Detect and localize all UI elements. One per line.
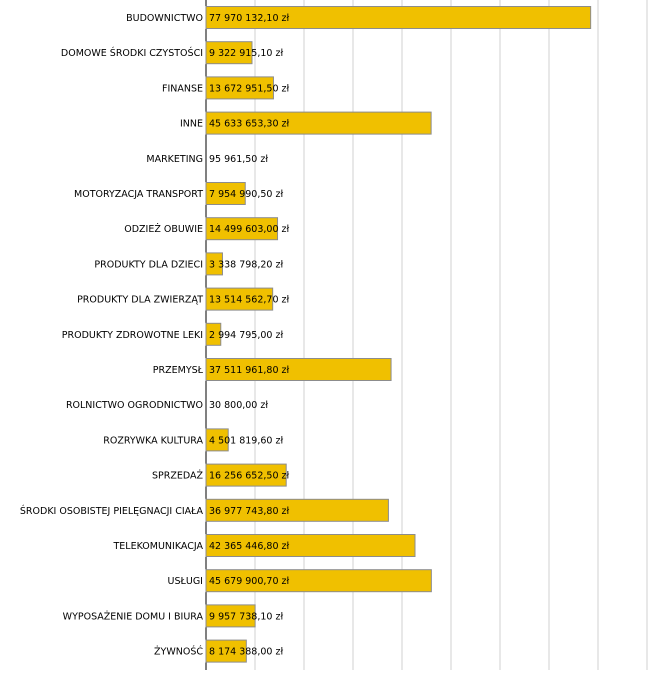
value-label-motoryzacja-transport: 7 954 990,50 zł [209, 189, 283, 200]
bar-inne [205, 111, 432, 135]
category-label-wyposazenie-domu-i-biura: WYPOSAŻENIE DOMU I BIURA [63, 611, 204, 622]
bar-odziez-obuwie [205, 217, 279, 241]
value-label-finanse: 13 672 951,50 zł [209, 83, 290, 94]
bar-uslugi [205, 569, 432, 593]
category-label-odziez-obuwie: ODZIEŻ OBUWIE [124, 224, 203, 235]
value-label-budownictwo: 77 970 132,10 zł [209, 13, 290, 24]
value-label-marketing: 95 961,50 zł [209, 154, 268, 165]
category-label-produkty-zdrowotne-leki: PRODUKTY ZDROWOTNE LEKI [62, 330, 203, 341]
bar-zywnosc [205, 639, 247, 663]
bar-produkty-dla-zwierzat [205, 287, 274, 311]
category-label-telekomunikacja: TELEKOMUNIKACJA [112, 541, 203, 552]
bar-przemysl [205, 358, 392, 381]
value-label-inne: 45 633 653,30 zł [209, 119, 290, 130]
bar-produkty-dla-dzieci [205, 252, 223, 276]
value-label-srodki-osobistej-pielegnacji-ciala: 36 977 743,80 zł [209, 506, 290, 517]
category-labels: BUDOWNICTWO DOMOWE ŚRODKI CZYSTOŚCI FINANS… [20, 13, 204, 658]
bar-sprzedaz [205, 463, 287, 487]
category-label-zywnosc: ŻYWNOŚĆ [154, 646, 203, 658]
category-label-przemysl: PRZEMYSŁ [153, 365, 204, 376]
bar-motoryzacja-transport [205, 182, 246, 205]
bar-domowe-srodki-czystosci [205, 41, 253, 65]
category-label-rolnictwo-ogrodnictwo: ROLNICTWO OGRODNICTWO [66, 400, 203, 411]
bar-srodki-osobistej-pielegnacji-ciala [205, 498, 389, 522]
bars [205, 6, 592, 663]
value-label-przemysl: 37 511 961,80 zł [209, 365, 290, 376]
category-label-finanse: FINANSE [162, 83, 203, 94]
category-label-sprzedaz: SPRZEDAŻ [152, 471, 204, 482]
category-label-uslugi: USŁUGI [168, 576, 203, 587]
value-label-odziez-obuwie: 14 499 603,00 zł [209, 224, 290, 235]
value-label-produkty-dla-dzieci: 3 338 798,20 zł [209, 259, 283, 270]
value-label-rozrywka-kultura: 4 501 819,60 zł [209, 435, 283, 446]
bar-telekomunikacja [205, 534, 416, 557]
category-label-budownictwo: BUDOWNICTWO [126, 13, 203, 24]
category-label-produkty-dla-zwierzat: PRODUKTY DLA ZWIERZĄT [77, 295, 203, 306]
bar-budownictwo [205, 6, 592, 29]
category-label-produkty-dla-dzieci: PRODUKTY DLA DZIECI [94, 259, 203, 270]
value-label-zywnosc: 8 174 388,00 zł [209, 647, 283, 658]
category-label-srodki-osobistej-pielegnacji-ciala: ŚRODKI OSOBISTEJ PIELĘGNACJI CIAŁA [20, 505, 204, 517]
value-label-produkty-zdrowotne-leki: 2 994 795,00 zł [209, 330, 283, 341]
category-label-marketing: MARKETING [146, 154, 203, 165]
bar-rozrywka-kultura [205, 428, 229, 452]
value-label-rolnictwo-ogrodnictwo: 30 800,00 zł [209, 400, 268, 411]
category-label-rozrywka-kultura: ROZRYWKA KULTURA [103, 435, 203, 446]
value-label-sprzedaz: 16 256 652,50 zł [209, 471, 290, 482]
value-label-uslugi: 45 679 900,70 zł [209, 576, 290, 587]
category-label-inne: INNE [180, 119, 203, 130]
bar-wyposazenie-domu-i-biura [205, 604, 256, 628]
category-label-motoryzacja-transport: MOTORYZACJA TRANSPORT [74, 189, 203, 200]
value-label-produkty-dla-zwierzat: 13 514 562,70 zł [209, 295, 290, 306]
bar-produkty-zdrowotne-leki [205, 322, 222, 346]
category-label-domowe-srodki-czystosci: DOMOWE ŚRODKI CZYSTOŚCI [61, 47, 203, 59]
value-labels: 77 970 132,10 zł 9 322 915,10 zł 13 672 95… [209, 13, 290, 658]
value-label-telekomunikacja: 42 365 446,80 zł [209, 541, 290, 552]
bar-finanse [205, 76, 274, 100]
value-label-wyposazenie-domu-i-biura: 9 957 738,10 zł [209, 611, 283, 622]
value-label-domowe-srodki-czystosci: 9 322 915,10 zł [209, 48, 283, 59]
